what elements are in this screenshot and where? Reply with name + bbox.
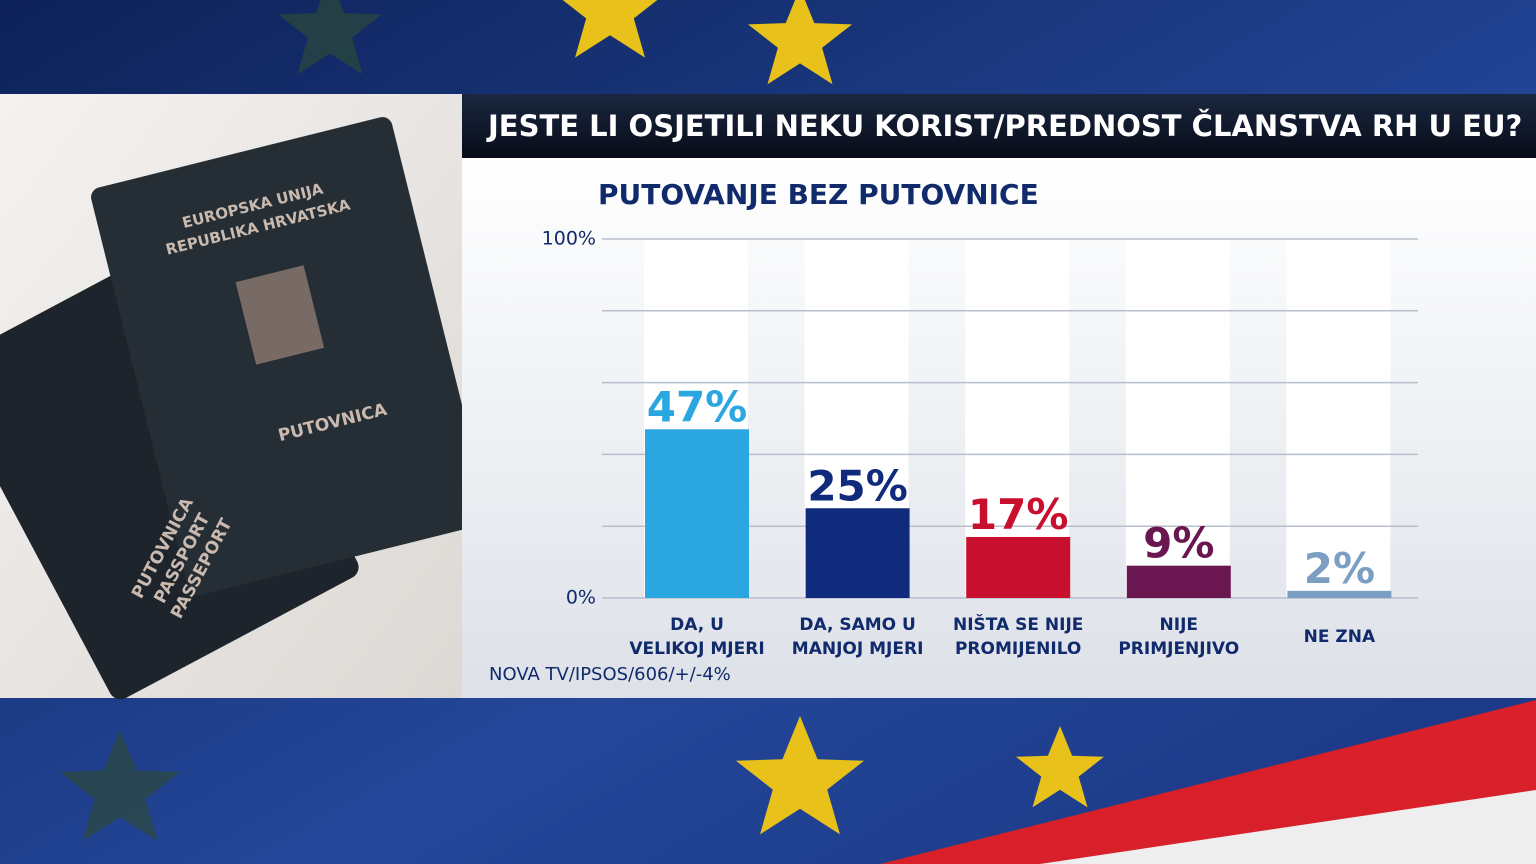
x-tick-label: DA, SAMO U MANJOJ MJERI: [791, 615, 924, 659]
flag-white: [1040, 790, 1536, 864]
passport-front: [0, 240, 359, 700]
bar: [645, 429, 749, 598]
bar: [1287, 590, 1392, 598]
value-label: 2%: [1304, 544, 1375, 593]
value-label: 47%: [647, 382, 748, 431]
value-label: 9%: [1143, 519, 1214, 568]
passport-back: [91, 117, 490, 596]
bar: [1126, 565, 1231, 598]
bar: [966, 536, 1071, 598]
column-background: [1286, 239, 1391, 598]
title-bar: [462, 94, 1536, 158]
x-tick-label: NIŠTA SE NIJE PROMIJENILO: [952, 615, 1084, 659]
x-tick-label: NIJE PRIMJENJIVO: [1118, 615, 1240, 659]
x-tick-label: NE ZNA: [1303, 627, 1376, 647]
source: NOVA TV/IPSOS/606/+/-4%: [489, 664, 731, 685]
title: JESTE LI OSJETILI NEKU KORIST/PREDNOST Č…: [486, 109, 1522, 143]
y-tick-label: 100%: [542, 228, 596, 250]
y-tick-label: 0%: [566, 587, 596, 609]
value-label: 17%: [968, 490, 1069, 539]
chart-title: PUTOVANJE BEZ PUTOVNICE: [598, 178, 1039, 211]
column-background: [1125, 239, 1230, 598]
x-tick-label: DA, U VELIKOJ MJERI: [629, 615, 765, 659]
value-label: 25%: [807, 461, 908, 510]
bar: [805, 508, 910, 598]
